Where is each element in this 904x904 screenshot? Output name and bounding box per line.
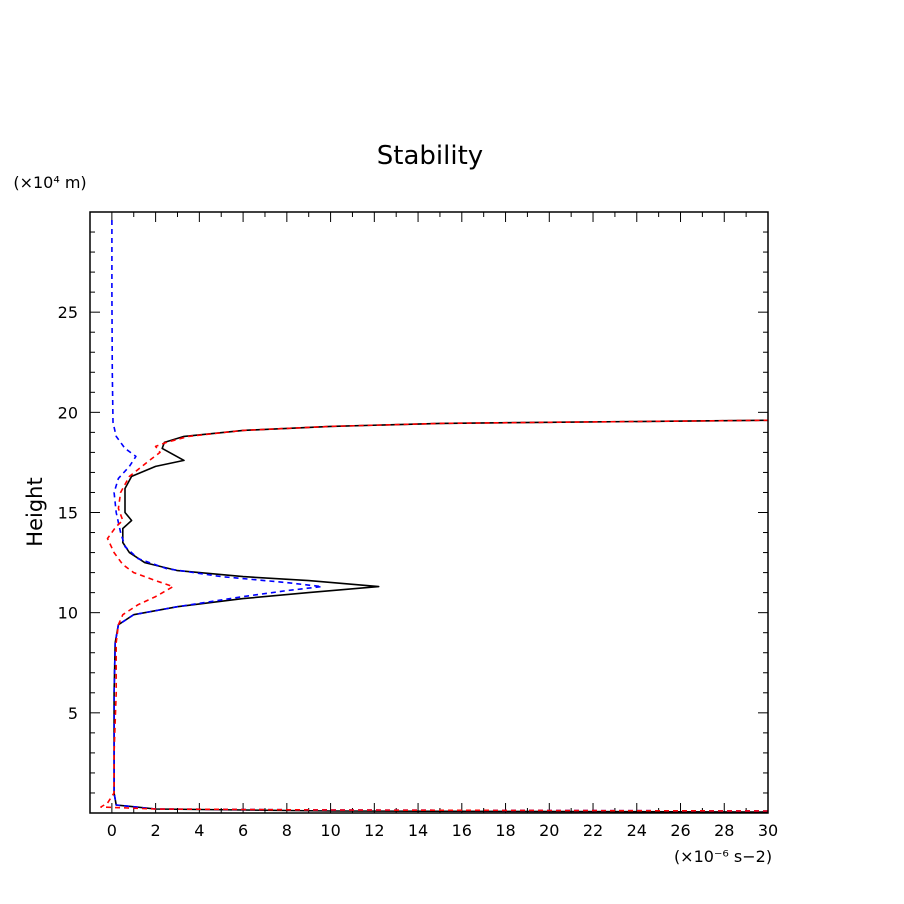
data-series: [100, 218, 769, 813]
x-tick-label: 10: [320, 821, 340, 840]
y-tick-label: 10: [58, 604, 78, 623]
x-tick-label: 18: [495, 821, 515, 840]
x-tick-label: 28: [714, 821, 734, 840]
x-tick-label: 6: [238, 821, 248, 840]
x-tick-label: 20: [539, 821, 559, 840]
x-tick-label: 0: [107, 821, 117, 840]
x-tick-label: 12: [364, 821, 384, 840]
x-tick-label: 8: [282, 821, 292, 840]
x-axis-unit-label: (×10⁻⁶ s−2): [674, 847, 772, 866]
y-axis-label: Height: [23, 477, 47, 546]
chart-title: Stability: [377, 141, 483, 171]
series-line-1: [113, 419, 769, 813]
series-line-2: [111, 218, 769, 812]
y-tick-label: 5: [68, 704, 78, 723]
y-tick-label: 15: [58, 504, 78, 523]
x-tick-label: 22: [583, 821, 603, 840]
y-tick-label: 25: [58, 303, 78, 322]
x-tick-label: 4: [194, 821, 204, 840]
plot-frame: [89, 211, 769, 814]
x-tick-label: 16: [452, 821, 472, 840]
x-tick-label: 30: [758, 821, 778, 840]
y-tick-label: 20: [58, 403, 78, 422]
x-tick-label: 26: [670, 821, 690, 840]
y-axis-unit-label: (×10⁴ m): [13, 173, 86, 192]
x-tick-label: 14: [408, 821, 428, 840]
x-tick-label: 24: [627, 821, 647, 840]
series-line-3: [100, 419, 769, 812]
x-tick-label: 2: [151, 821, 161, 840]
